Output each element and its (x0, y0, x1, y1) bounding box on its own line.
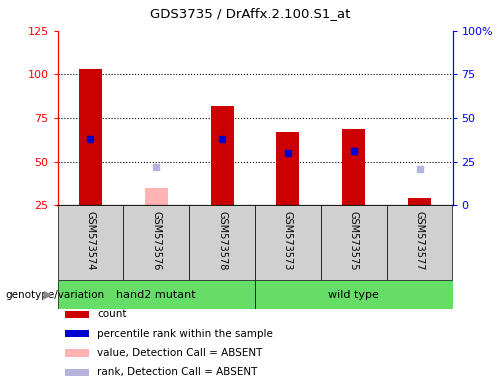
Text: percentile rank within the sample: percentile rank within the sample (97, 329, 273, 339)
Bar (408, 199, 431, 205)
Bar (66, 311, 89, 318)
Bar (79, 69, 102, 205)
Bar (255, 205, 321, 280)
Text: GDS3735 / DrAffx.2.100.S1_at: GDS3735 / DrAffx.2.100.S1_at (150, 7, 350, 20)
Bar (66, 369, 89, 376)
Text: GSM573578: GSM573578 (217, 211, 227, 270)
Text: GSM573573: GSM573573 (283, 211, 293, 270)
Text: count: count (97, 310, 126, 319)
Text: ▶: ▶ (44, 290, 52, 300)
Bar (342, 129, 365, 205)
Bar (386, 205, 452, 280)
Text: GSM573575: GSM573575 (349, 211, 359, 270)
Bar (66, 330, 89, 338)
Text: GSM573574: GSM573574 (86, 211, 96, 270)
Text: rank, Detection Call = ABSENT: rank, Detection Call = ABSENT (97, 367, 258, 377)
Text: GSM573577: GSM573577 (414, 211, 424, 270)
Text: genotype/variation: genotype/variation (5, 290, 104, 300)
Bar (321, 205, 386, 280)
Bar (144, 188, 168, 205)
Text: value, Detection Call = ABSENT: value, Detection Call = ABSENT (97, 348, 262, 358)
Bar (276, 132, 299, 205)
Bar (66, 349, 89, 357)
Bar (255, 280, 452, 309)
Bar (58, 280, 255, 309)
Text: hand2 mutant: hand2 mutant (116, 290, 196, 300)
Bar (124, 205, 189, 280)
Text: GSM573576: GSM573576 (151, 211, 161, 270)
Bar (210, 106, 234, 205)
Text: wild type: wild type (328, 290, 379, 300)
Bar (189, 205, 255, 280)
Bar (58, 205, 124, 280)
